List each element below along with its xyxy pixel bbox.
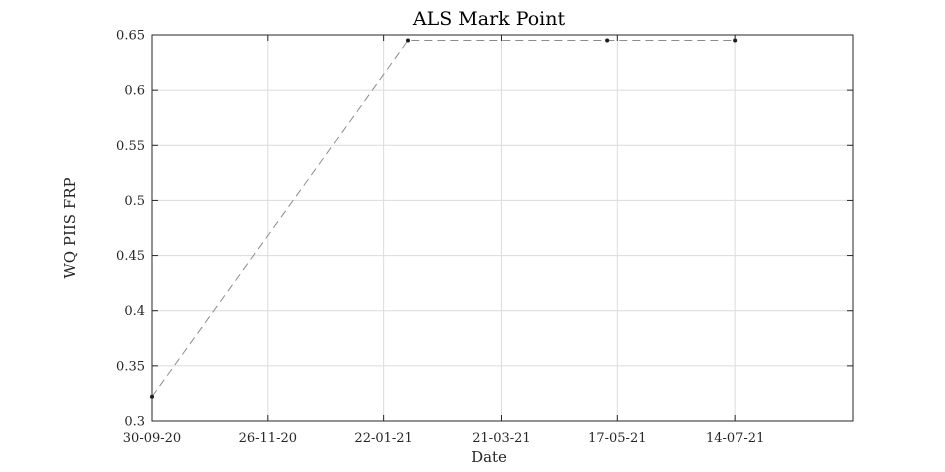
y-tick-label: 0.65 <box>116 29 145 44</box>
series-line <box>151 40 736 398</box>
ticks: 30-09-20 26-11-20 22-01-21 21-03-21 17-05-21… <box>116 29 853 446</box>
x-tick-label: 26-11-20 <box>239 431 297 446</box>
x-tick-label: 30-09-20 <box>123 431 181 446</box>
x-tick-label: 17-05-21 <box>588 431 646 446</box>
x-tick-label: 21-03-21 <box>472 431 530 446</box>
y-tick-label: 0.35 <box>116 359 145 374</box>
data-point <box>605 38 610 43</box>
chart-title: ALS Mark Point <box>412 8 566 30</box>
y-tick-label: 0.55 <box>116 139 145 154</box>
y-tick-label: 0.45 <box>116 249 145 264</box>
y-axis-label: WQ PIIS FRP <box>61 177 79 278</box>
x-axis-label: Date <box>471 448 507 466</box>
series-layer <box>150 38 738 399</box>
y-tick-label: 0.4 <box>124 304 145 319</box>
grid <box>151 34 853 422</box>
y-tick-label: 0.6 <box>124 84 145 99</box>
y-tick-label: 0.5 <box>124 194 145 209</box>
x-tick-label: 14-07-21 <box>706 431 764 446</box>
x-tick-label: 22-01-21 <box>354 431 412 446</box>
plot-area-frame <box>151 34 854 422</box>
data-point <box>406 38 411 43</box>
y-tick-label: 0.3 <box>124 415 145 430</box>
